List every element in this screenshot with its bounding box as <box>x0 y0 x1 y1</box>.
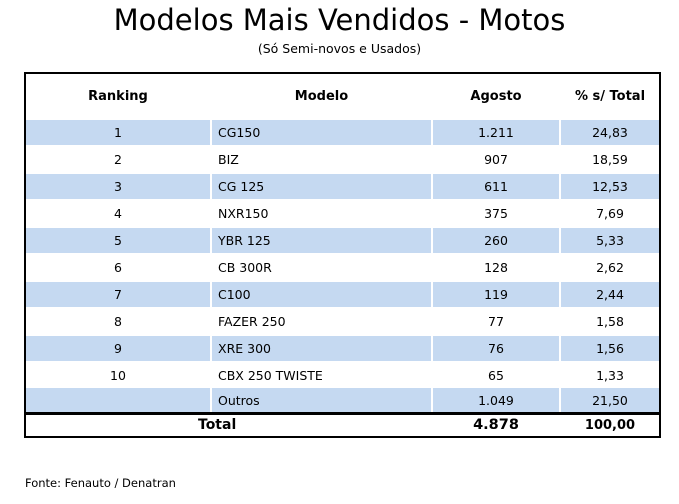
table-row: 9 XRE 300 76 1,56 <box>26 336 659 363</box>
table-row-outros: Outros 1.049 21,50 <box>26 388 659 415</box>
source-note: Fonte: Fenauto / Denatran <box>25 476 176 490</box>
cell-agosto: 1.211 <box>433 120 559 145</box>
cell-ranking: 2 <box>114 152 122 167</box>
cell-ranking: 5 <box>26 228 210 253</box>
cell-agosto: 1.049 <box>433 388 559 413</box>
cell-ranking: 6 <box>114 260 122 275</box>
cell-agosto: 77 <box>488 314 504 329</box>
cell-percent: 1,33 <box>596 368 624 383</box>
page-subtitle: (Só Semi-novos e Usados) <box>257 41 422 56</box>
cell-modelo: Outros <box>212 388 431 413</box>
total-percent: 100,00 <box>584 418 636 433</box>
cell-agosto: 76 <box>433 336 559 361</box>
cell-modelo: C100 <box>212 282 431 307</box>
cell-ranking: 10 <box>110 368 126 383</box>
table-row: 8 FAZER 250 77 1,58 <box>26 309 659 336</box>
header-ranking: Ranking <box>88 89 148 104</box>
cell-modelo: BIZ <box>218 152 239 167</box>
table-row: 2 BIZ 907 18,59 <box>26 147 659 174</box>
cell-agosto: 65 <box>488 368 504 383</box>
cell-modelo: YBR 125 <box>212 228 431 253</box>
cell-percent: 1,58 <box>596 314 624 329</box>
cell-percent: 18,59 <box>592 152 628 167</box>
cell-ranking: 1 <box>26 120 210 145</box>
cell-percent: 24,83 <box>561 120 659 145</box>
total-row: Total 4.878 100,00 <box>26 415 659 436</box>
table-row: 4 NXR150 375 7,69 <box>26 201 659 228</box>
cell-percent: 1,56 <box>561 336 659 361</box>
total-agosto: 4.878 <box>473 417 519 433</box>
cell-ranking: 9 <box>26 336 210 361</box>
ranking-table: Ranking Modelo Agosto % s/ Total 1 CG150… <box>24 72 661 438</box>
header-agosto: Agosto <box>470 89 522 104</box>
cell-modelo: CB 300R <box>218 260 272 275</box>
cell-modelo: NXR150 <box>218 206 269 221</box>
cell-modelo: CG150 <box>212 120 431 145</box>
cell-agosto: 907 <box>484 152 508 167</box>
cell-modelo: CG 125 <box>212 174 431 199</box>
cell-ranking: 8 <box>114 314 122 329</box>
cell-percent: 12,53 <box>561 174 659 199</box>
header-percent: % s/ Total <box>574 89 646 104</box>
cell-ranking: 7 <box>26 282 210 307</box>
cell-ranking: 3 <box>26 174 210 199</box>
total-divider <box>26 412 659 415</box>
cell-ranking <box>26 388 210 413</box>
table-row: 5 YBR 125 260 5,33 <box>26 228 659 255</box>
total-label: Total <box>198 417 237 433</box>
cell-ranking: 4 <box>114 206 122 221</box>
page-title: Modelos Mais Vendidos - Motos <box>113 3 566 37</box>
cell-agosto: 260 <box>433 228 559 253</box>
table-row: 3 CG 125 611 12,53 <box>26 174 659 201</box>
cell-percent: 2,44 <box>561 282 659 307</box>
header-modelo: Modelo <box>294 89 349 104</box>
cell-agosto: 611 <box>433 174 559 199</box>
cell-agosto: 375 <box>484 206 508 221</box>
cell-agosto: 128 <box>484 260 508 275</box>
cell-modelo: CBX 250 TWISTE <box>218 368 323 383</box>
cell-percent: 2,62 <box>596 260 624 275</box>
cell-modelo: XRE 300 <box>212 336 431 361</box>
table-row: 7 C100 119 2,44 <box>26 282 659 309</box>
cell-percent: 7,69 <box>596 206 624 221</box>
cell-modelo: FAZER 250 <box>218 314 286 329</box>
table-row: 10 CBX 250 TWISTE 65 1,33 <box>26 363 659 390</box>
cell-percent: 5,33 <box>561 228 659 253</box>
table-row: 6 CB 300R 128 2,62 <box>26 255 659 282</box>
table-row: 1 CG150 1.211 24,83 <box>26 120 659 147</box>
cell-agosto: 119 <box>433 282 559 307</box>
cell-percent: 21,50 <box>561 388 659 413</box>
